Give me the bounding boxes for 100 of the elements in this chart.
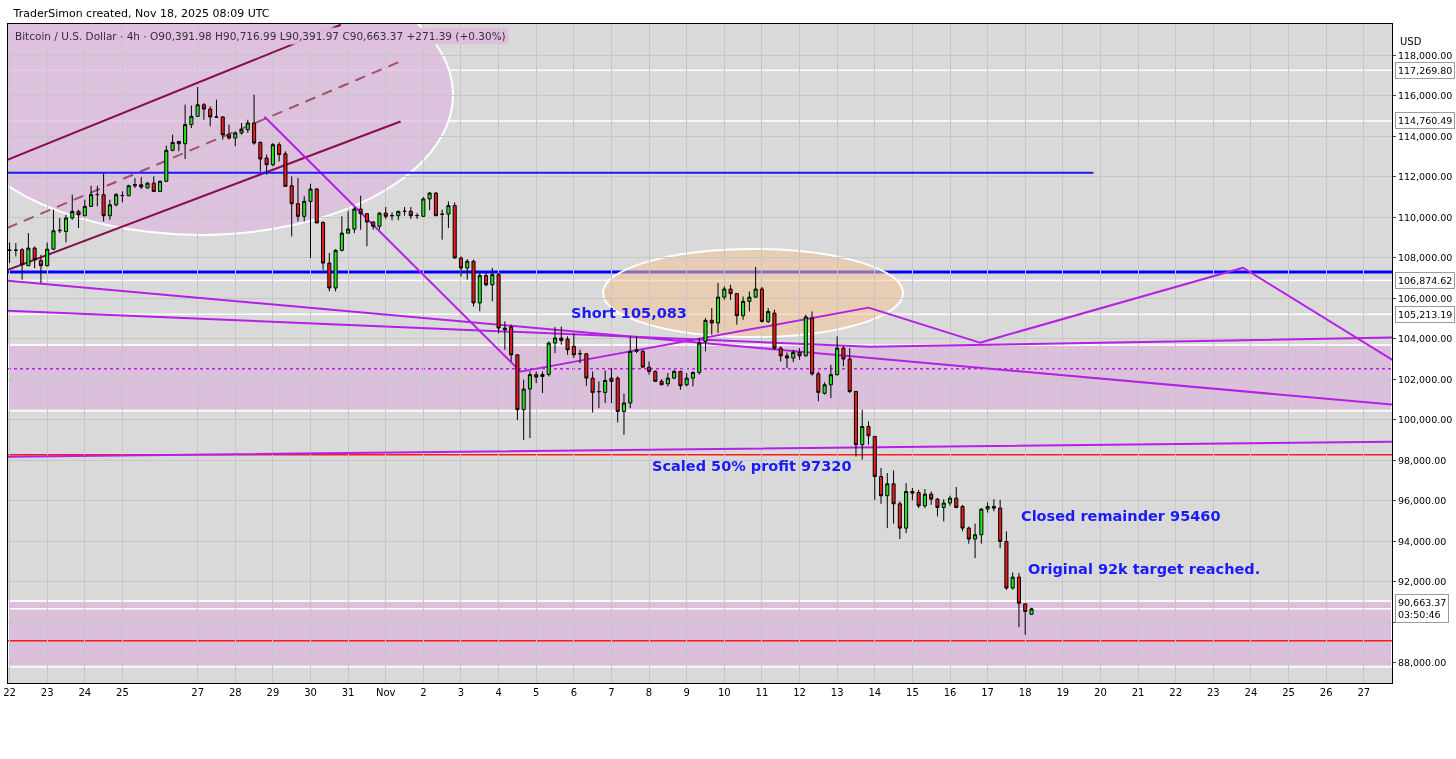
x-tick-label: 10 (717, 687, 731, 698)
candlestick (402, 206, 407, 217)
candlestick (860, 409, 865, 461)
y-axis-title: USD (1400, 36, 1422, 47)
candlestick (89, 185, 94, 208)
x-tick-label: 24 (1244, 687, 1258, 698)
x-tick-label: 17 (981, 687, 994, 698)
ref-line-label: 105,213.19 (1398, 309, 1453, 320)
candlestick (578, 349, 583, 364)
candlestick (201, 102, 206, 121)
candlestick (766, 307, 771, 324)
candlestick (226, 124, 232, 141)
candlestick (835, 335, 840, 377)
candlestick (647, 361, 652, 376)
candlestick (778, 345, 783, 362)
candlestick (603, 369, 608, 404)
candlestick (502, 320, 507, 351)
candlestick (941, 498, 946, 522)
candlestick (596, 380, 601, 409)
candlestick (433, 191, 438, 217)
candlestick (120, 190, 125, 203)
y-tick-label: 116,000.00 (1397, 90, 1453, 102)
candlestick (741, 296, 746, 321)
candlestick (245, 119, 250, 134)
candlestick (389, 211, 395, 221)
candlestick (139, 176, 144, 190)
candlestick (252, 94, 257, 146)
candlestick (38, 254, 43, 284)
candlestick (703, 317, 708, 352)
x-tick-label: 13 (830, 687, 844, 698)
candlestick (63, 214, 69, 243)
candlestick (302, 195, 307, 222)
candlestick (640, 349, 645, 368)
candlestick (70, 194, 75, 221)
x-tick-label: 27 (1357, 687, 1371, 698)
candlestick (132, 177, 137, 189)
candlestick (715, 282, 721, 334)
candlestick (283, 150, 288, 187)
candlestick (509, 324, 514, 362)
candlestick (665, 372, 670, 387)
candlestick (277, 141, 282, 162)
x-tick-label: 7 (608, 687, 615, 698)
candlestick (415, 212, 420, 220)
chart-title: TraderSimon created, Nov 18, 2025 08:09 UTC (12, 6, 270, 20)
candlestick (929, 490, 934, 506)
candlestick (383, 206, 388, 220)
annotation: Short 105,083 (571, 305, 687, 321)
ref-line-label: 114,760.49 (1398, 115, 1453, 126)
candlestick (176, 140, 181, 152)
candlestick (346, 210, 351, 234)
candlestick (314, 187, 319, 224)
candlestick (458, 255, 464, 277)
candlestick (540, 370, 545, 394)
y-tick-label: 102,000.00 (1397, 373, 1453, 385)
candlestick (51, 209, 56, 251)
candlestick (709, 307, 714, 336)
candlestick (634, 335, 639, 354)
candlestick (866, 420, 871, 446)
candlestick (922, 488, 927, 509)
candlestick (270, 142, 275, 167)
candlestick (151, 175, 156, 192)
x-tick-label: 2 (420, 687, 427, 698)
candlestick (559, 325, 564, 346)
candlestick (546, 340, 551, 377)
candlestick (239, 122, 244, 136)
candlestick (897, 500, 902, 540)
candlestick (208, 105, 213, 127)
y-tick-label: 94,000.00 (1397, 535, 1447, 547)
candlestick (966, 526, 971, 545)
candlestick (1023, 603, 1028, 636)
candlestick (396, 210, 401, 221)
candlestick (220, 115, 225, 141)
x-tick-label: 22 (1169, 687, 1183, 698)
ref-line-label: 90,663.37 03:50:46 (1398, 597, 1447, 621)
y-tick-label: 96,000.00 (1397, 495, 1447, 507)
x-tick-label: 6 (570, 687, 578, 698)
ref-line-label: 117,269.80 (1398, 65, 1453, 76)
candlestick (321, 220, 326, 271)
x-tick-label: 15 (906, 687, 919, 698)
candlestick (879, 467, 884, 505)
candlestick (697, 337, 702, 376)
candlestick (126, 184, 131, 197)
candlestick (377, 211, 382, 231)
y-tick-label: 88,000.00 (1397, 657, 1447, 669)
candlestick (847, 347, 852, 394)
candlestick (183, 104, 188, 160)
candlestick (872, 435, 877, 501)
y-tick-label: 118,000.00 (1397, 49, 1453, 61)
candlestick (1029, 607, 1034, 615)
candlestick (991, 498, 996, 512)
candlestick (571, 333, 576, 359)
x-tick-label: 3 (457, 687, 465, 698)
candlestick (527, 370, 532, 439)
candlestick (791, 349, 796, 363)
annotation: Original 92k target reached. (1028, 561, 1261, 577)
ref-line-label: 106,874.62 (1398, 275, 1453, 286)
candlestick (57, 217, 62, 234)
candlestick (954, 486, 959, 509)
x-tick-label: 28 (228, 687, 242, 698)
candlestick (734, 292, 739, 326)
